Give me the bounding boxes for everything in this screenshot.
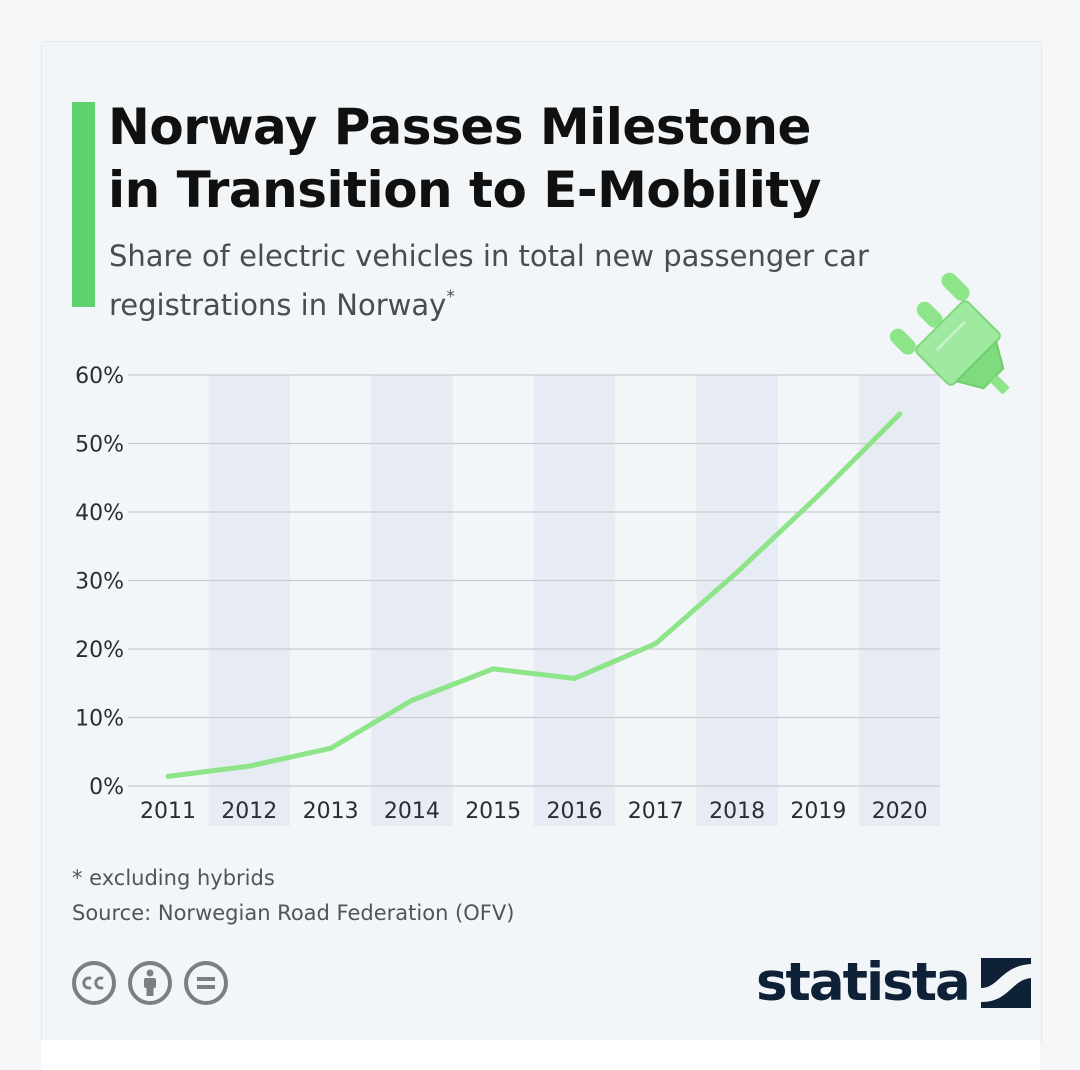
series-group	[165, 411, 903, 779]
column-band-2016	[533, 375, 616, 826]
data-point-2011	[165, 773, 171, 779]
plug-icon	[889, 272, 1010, 395]
cc-icon[interactable]	[72, 961, 116, 1005]
subtitle-line-1: Share of electric vehicles in total new …	[109, 239, 869, 273]
nd-icon[interactable]	[184, 961, 228, 1005]
x-axis-tick-labels: 2011 2012 2013 2014 2015 2016 2017 2018 2019 2020	[140, 799, 928, 824]
y-tick-label: 60%	[75, 364, 124, 389]
subtitle-line-2: registrations in Norway	[109, 288, 447, 322]
data-point-2018	[734, 569, 740, 575]
gridlines	[128, 374, 940, 787]
data-point-2017	[653, 641, 659, 647]
data-point-2014	[409, 697, 415, 703]
data-point-2019	[815, 493, 821, 499]
chart-subtitle: Share of electric vehicles in total new …	[109, 236, 909, 326]
column-band-2014	[371, 375, 453, 826]
series-line	[165, 411, 903, 779]
x-tick-label: 2019	[790, 799, 846, 824]
column-band-2020	[859, 375, 941, 826]
by-icon[interactable]	[128, 961, 172, 1005]
column-band-2018	[696, 375, 778, 826]
x-tick-label: 2011	[140, 799, 196, 824]
y-tick-label: 10%	[75, 707, 124, 732]
column-band-2012	[208, 375, 290, 826]
brand-name: statista	[756, 952, 971, 1013]
x-tick-label: 2020	[872, 799, 928, 824]
title-line-2: in Transition to E-Mobility	[108, 161, 821, 219]
subtitle-footnote-mark: *	[446, 287, 455, 307]
y-tick-label: 20%	[75, 638, 124, 663]
x-tick-label: 2015	[465, 799, 521, 824]
x-tick-label: 2012	[221, 799, 277, 824]
y-axis-tick-labels: 0% 10% 20% 30% 40% 50% 60%	[75, 364, 124, 800]
y-tick-label: 0%	[89, 775, 124, 800]
data-point-2013	[328, 745, 334, 751]
bottom-strip	[41, 1040, 1040, 1070]
y-tick-label: 40%	[75, 501, 124, 526]
title-accent-bar	[72, 102, 95, 307]
statista-brand[interactable]: statista	[756, 953, 1031, 1013]
footnote: * excluding hybrids	[72, 866, 275, 890]
statista-logo-icon	[980, 958, 1031, 1008]
x-tick-label: 2014	[384, 799, 440, 824]
x-tick-label: 2016	[547, 799, 603, 824]
data-point-2012	[246, 763, 252, 769]
column-bands	[208, 375, 941, 826]
source-note: Source: Norwegian Road Federation (OFV)	[72, 901, 515, 925]
data-point-2016	[572, 675, 577, 681]
title-line-1: Norway Passes Milestone	[108, 98, 811, 156]
x-tick-label: 2018	[709, 799, 765, 824]
x-tick-label: 2013	[303, 799, 359, 824]
y-tick-label: 30%	[75, 570, 124, 595]
data-point-2015	[490, 666, 496, 672]
y-tick-label: 50%	[75, 433, 124, 458]
license-icons	[72, 961, 228, 1005]
data-point-2020	[897, 411, 903, 417]
chart-title: Norway Passes Milestone in Transition to…	[108, 96, 908, 222]
x-tick-label: 2017	[628, 799, 684, 824]
